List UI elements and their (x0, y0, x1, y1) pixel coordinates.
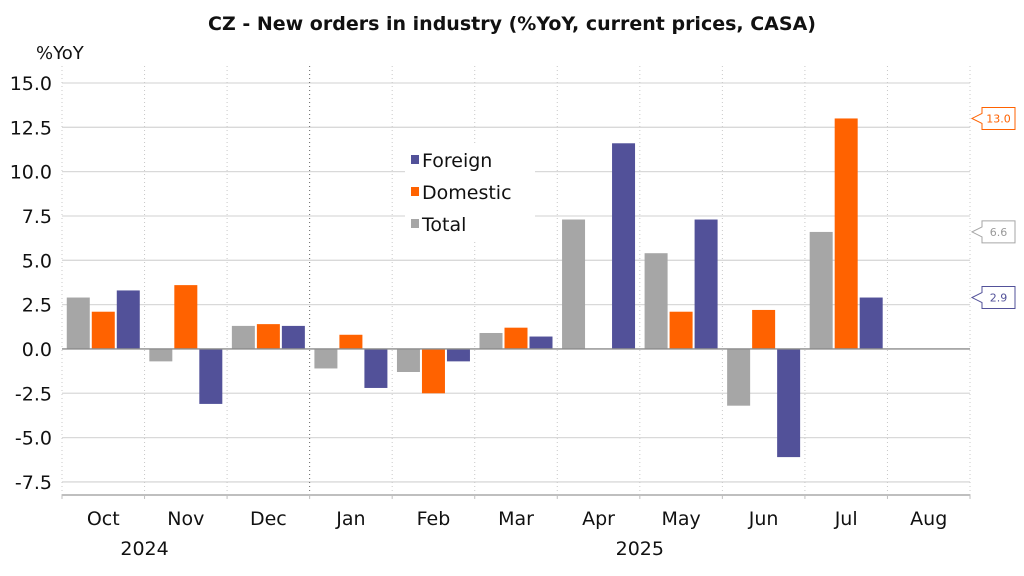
callout-label: 6.6 (990, 226, 1008, 239)
bar-total (644, 253, 668, 349)
bar-total (562, 219, 586, 349)
callout-domestic: 13.0 (970, 106, 1016, 130)
bar-total (809, 231, 833, 349)
bar-domestic (504, 327, 528, 349)
x-tick-label: Feb (417, 508, 451, 530)
x-tick-label: Mar (498, 508, 534, 530)
y-tick-label: 15.0 (10, 73, 52, 95)
y-tick-label: 5.0 (22, 250, 52, 272)
y-tick-label: -2.5 (15, 383, 52, 405)
value-callouts: 13.0 6.6 2.9 (970, 106, 1016, 310)
bar-total (727, 348, 751, 406)
callout-box (970, 106, 1016, 130)
x-tick-label: Jun (748, 508, 779, 530)
bar-foreign (116, 290, 140, 349)
bar-total (479, 332, 503, 349)
legend-swatch-foreign (411, 155, 419, 164)
bar-foreign (694, 219, 718, 349)
bar-foreign (364, 348, 388, 388)
x-tick-label: Oct (87, 508, 120, 530)
bar-domestic (339, 334, 363, 349)
bar-domestic (174, 285, 198, 349)
x-tick-label: May (661, 508, 700, 530)
bar-foreign (612, 143, 636, 349)
y-tick-label: 10.0 (10, 162, 52, 184)
bar-foreign (777, 348, 801, 458)
gridlines (61, 66, 971, 495)
callout-box (970, 286, 1016, 310)
bar-foreign (859, 297, 883, 349)
bar-domestic (669, 311, 693, 349)
bar-domestic (91, 311, 115, 349)
legend-swatch-total (411, 219, 419, 228)
y-tick-label: 12.5 (10, 117, 52, 139)
bar-domestic (752, 309, 776, 349)
bar-total (66, 297, 90, 349)
x-tick-label: Jul (834, 508, 858, 530)
bar-domestic (421, 348, 445, 394)
bar-domestic (834, 118, 858, 349)
x-tick-labels: Oct Nov Dec Jan Feb Mar Apr May Jun Jul Aug 2024 202… (87, 508, 947, 560)
y-tick-label: 7.5 (22, 206, 52, 228)
y-tick-label: -5.0 (15, 428, 52, 450)
x-tick-label: Apr (582, 508, 615, 530)
legend-label-foreign: Foreign (422, 150, 492, 172)
bar-domestic (256, 324, 280, 349)
bar-foreign (446, 348, 470, 362)
y-tick-label: -7.5 (15, 472, 52, 494)
y-tick-label: 2.5 (22, 295, 52, 317)
bar-total (149, 348, 173, 362)
callout-label: 2.9 (990, 292, 1008, 305)
y-axis-label: %YoY (36, 43, 85, 64)
callout-total: 6.6 (970, 220, 1016, 244)
x-tick-label: Dec (250, 508, 287, 530)
bar-total (231, 325, 255, 349)
legend-background (405, 145, 535, 240)
year-label: 2024 (120, 538, 168, 560)
chart-title: CZ - New orders in industry (%YoY, curre… (208, 13, 816, 35)
year-label: 2025 (616, 538, 664, 560)
x-tick-label: Aug (910, 508, 947, 530)
y-tick-label: 0.0 (22, 339, 52, 361)
x-tick-label: Nov (167, 508, 204, 530)
y-tick-labels: 15.0 12.5 10.0 7.5 5.0 2.5 0.0 -2.5 -5.0 -7.5 (10, 73, 52, 494)
bar-foreign (529, 336, 553, 349)
bar-foreign (281, 325, 305, 349)
legend-label-total: Total (421, 214, 466, 236)
x-tick-label: Jan (335, 508, 365, 530)
bar-total (314, 348, 338, 369)
axes (61, 348, 971, 499)
callout-box (970, 220, 1016, 244)
legend-label-domestic: Domestic (422, 182, 512, 204)
bar-total (396, 348, 420, 372)
bar-foreign (199, 348, 223, 404)
legend: Foreign Domestic Total (405, 145, 535, 240)
bars (66, 118, 883, 458)
callout-label: 13.0 (986, 112, 1011, 125)
callout-foreign: 2.9 (970, 286, 1016, 310)
legend-swatch-domestic (411, 187, 419, 196)
